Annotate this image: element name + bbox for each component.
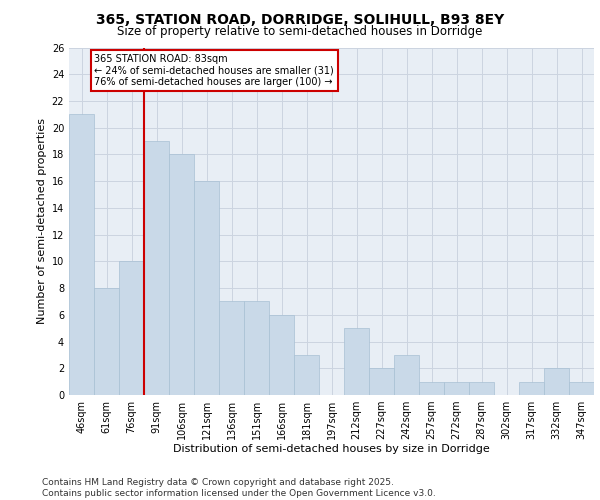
Bar xyxy=(219,302,244,395)
Text: 365 STATION ROAD: 83sqm
← 24% of semi-detached houses are smaller (31)
76% of se: 365 STATION ROAD: 83sqm ← 24% of semi-de… xyxy=(95,54,334,88)
Bar xyxy=(244,302,269,395)
X-axis label: Distribution of semi-detached houses by size in Dorridge: Distribution of semi-detached houses by … xyxy=(173,444,490,454)
Bar xyxy=(169,154,194,395)
Bar xyxy=(294,355,319,395)
Bar xyxy=(544,368,569,395)
Bar xyxy=(194,181,219,395)
Y-axis label: Number of semi-detached properties: Number of semi-detached properties xyxy=(37,118,47,324)
Bar xyxy=(419,382,444,395)
Text: Contains HM Land Registry data © Crown copyright and database right 2025.
Contai: Contains HM Land Registry data © Crown c… xyxy=(42,478,436,498)
Text: 365, STATION ROAD, DORRIDGE, SOLIHULL, B93 8EY: 365, STATION ROAD, DORRIDGE, SOLIHULL, B… xyxy=(96,12,504,26)
Bar xyxy=(569,382,594,395)
Text: Size of property relative to semi-detached houses in Dorridge: Size of property relative to semi-detach… xyxy=(118,25,482,38)
Bar xyxy=(94,288,119,395)
Bar xyxy=(119,262,144,395)
Bar xyxy=(69,114,94,395)
Bar xyxy=(519,382,544,395)
Bar xyxy=(444,382,469,395)
Bar xyxy=(369,368,394,395)
Bar xyxy=(469,382,494,395)
Bar xyxy=(394,355,419,395)
Bar xyxy=(269,315,294,395)
Bar xyxy=(344,328,369,395)
Bar xyxy=(144,141,169,395)
